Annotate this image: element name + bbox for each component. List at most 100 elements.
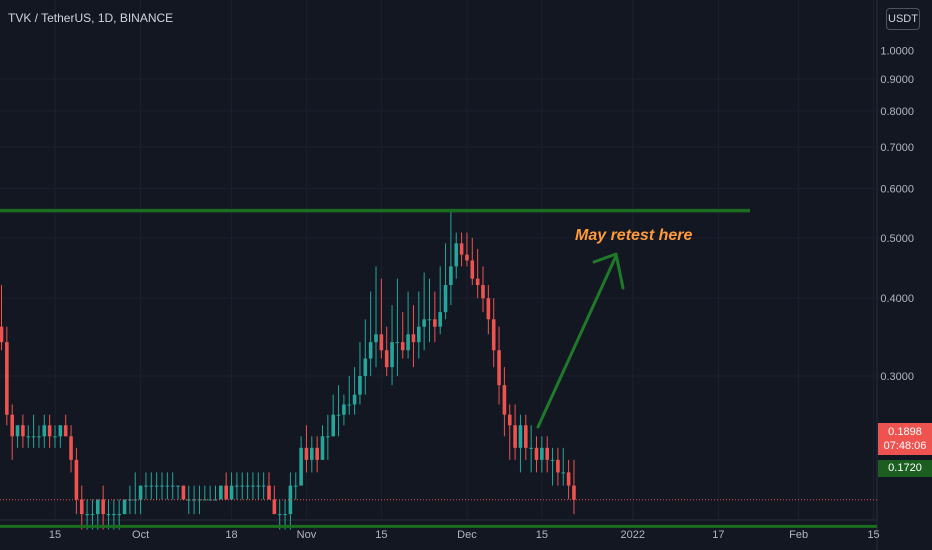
candle-body xyxy=(529,447,533,449)
candle xyxy=(154,472,159,500)
candle xyxy=(5,326,9,426)
price-tick-label: 0.6000 xyxy=(880,184,914,196)
candle xyxy=(69,425,73,473)
candle xyxy=(240,472,245,500)
price-tick-label: 0.9000 xyxy=(880,74,914,86)
candle-body xyxy=(465,254,469,261)
candle-body xyxy=(293,485,298,487)
candle-body xyxy=(502,385,507,415)
currency-button[interactable]: USDT xyxy=(886,8,920,30)
candle xyxy=(101,485,105,530)
candle xyxy=(235,472,239,500)
candle xyxy=(288,472,293,530)
candle xyxy=(310,436,314,473)
candle-body xyxy=(272,499,277,515)
candle xyxy=(31,414,36,448)
candle-body xyxy=(454,243,459,267)
candle-body xyxy=(69,436,73,460)
time-tick-label: 15 xyxy=(375,529,387,541)
candle-body xyxy=(299,447,303,486)
candle xyxy=(267,472,271,500)
candle xyxy=(106,499,111,530)
candle xyxy=(481,266,485,313)
candle xyxy=(90,499,95,530)
candle-body xyxy=(315,447,319,460)
candle-body xyxy=(138,485,143,500)
candle-body xyxy=(545,447,549,460)
candle xyxy=(181,485,186,500)
candle-body xyxy=(149,485,154,487)
candle-body xyxy=(165,485,170,487)
candle xyxy=(144,472,148,500)
candle-body xyxy=(15,425,20,437)
candle-body xyxy=(443,285,448,313)
candle-body xyxy=(10,414,14,437)
horizontal-lines-layer xyxy=(0,208,877,528)
candle-body xyxy=(53,436,57,438)
candle xyxy=(176,485,180,500)
candle-body xyxy=(433,319,437,327)
candle xyxy=(256,472,261,500)
candle-body xyxy=(240,485,245,487)
candle xyxy=(427,278,432,343)
candle-body xyxy=(26,436,31,438)
candle-body xyxy=(85,514,89,516)
candle xyxy=(42,414,47,448)
time-tick-label: 18 xyxy=(225,529,237,541)
candle xyxy=(422,272,426,351)
candle xyxy=(315,436,319,473)
candle-body xyxy=(21,425,25,437)
candle-body xyxy=(497,350,501,386)
arrow-head xyxy=(592,252,625,290)
countdown-value: 07:48:06 xyxy=(883,440,927,452)
candle-body xyxy=(277,514,282,516)
symbol-title[interactable]: TVK / TetherUS, 1D, BINANCE xyxy=(8,11,174,25)
candle xyxy=(454,232,459,279)
candle xyxy=(96,499,100,530)
candle xyxy=(261,472,266,500)
candle-body xyxy=(422,319,426,327)
retest-arrow xyxy=(536,252,625,429)
candle xyxy=(79,485,84,530)
candle-body xyxy=(368,342,373,359)
candle-body xyxy=(63,425,68,437)
last-price-value: 0.1898 xyxy=(888,426,922,438)
candle-body xyxy=(326,436,330,438)
time-tick-label: 17 xyxy=(712,529,724,541)
candle xyxy=(112,499,116,530)
candle xyxy=(556,447,560,486)
candle-body xyxy=(58,425,63,437)
candle xyxy=(149,472,154,500)
candle xyxy=(192,485,196,515)
candle-body xyxy=(186,499,191,501)
candle xyxy=(566,459,571,500)
candle xyxy=(417,291,421,359)
candle-body xyxy=(475,278,480,286)
price-tick-label: 0.5000 xyxy=(880,233,914,245)
candle-body xyxy=(524,425,528,448)
candle xyxy=(534,436,539,473)
candle-body xyxy=(561,472,566,474)
candle-body xyxy=(400,342,405,351)
candle-body xyxy=(117,514,121,516)
candle xyxy=(438,266,442,335)
candle-body xyxy=(213,499,218,501)
candle-body xyxy=(540,447,544,460)
candle xyxy=(406,291,410,359)
candle-body xyxy=(417,326,421,343)
candle-body xyxy=(358,376,362,395)
candle-body xyxy=(486,298,491,320)
candle xyxy=(10,404,14,460)
candle-body xyxy=(352,394,357,405)
price-tick-label: 0.3000 xyxy=(880,371,914,383)
candle xyxy=(47,414,52,448)
candle-layer xyxy=(0,212,576,530)
candle xyxy=(572,459,576,515)
candle xyxy=(304,425,309,473)
candle-body xyxy=(122,499,127,515)
candle xyxy=(74,447,79,515)
candle-body xyxy=(5,342,9,415)
candle-body xyxy=(518,425,523,448)
candle-body xyxy=(79,499,84,515)
